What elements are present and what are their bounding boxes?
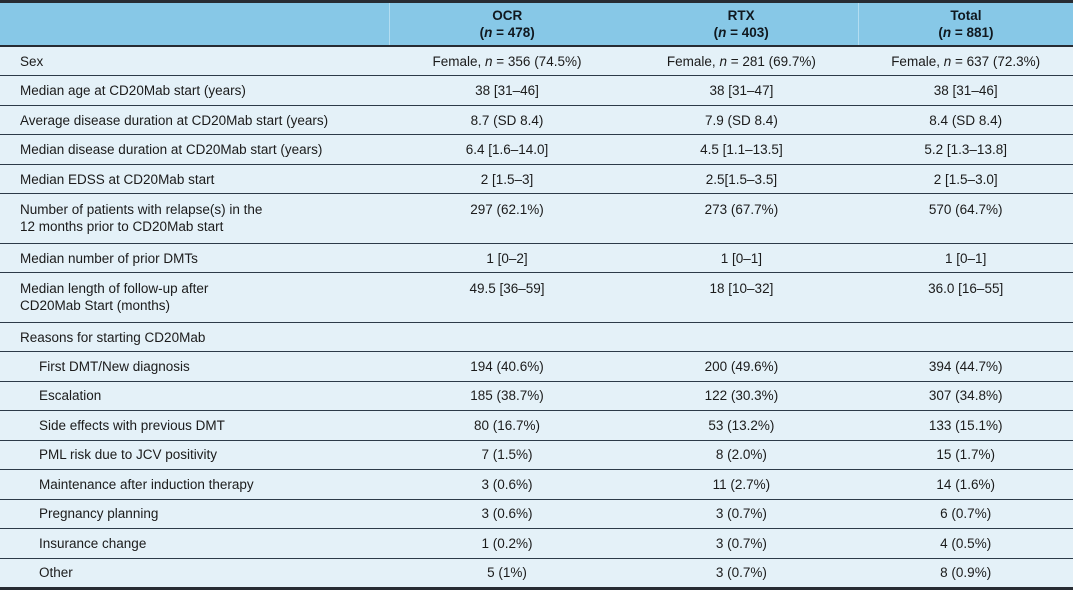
table-row: Sex Female, n = 356 (74.5%) Female, n = 28… — [0, 46, 1073, 76]
cell-value: 194 (40.6%) — [389, 351, 625, 382]
cell-value: 1 [0–2] — [389, 243, 625, 273]
table-row: Escalation 185 (38.7%) 122 (30.3%) 307 (34.… — [0, 381, 1073, 411]
cell-value: 8 (0.9%) — [858, 558, 1073, 587]
cell-value: 38 [31–46] — [858, 75, 1073, 106]
cell-value: 8.7 (SD 8.4) — [389, 105, 625, 135]
table-row: Number of patients with relapse(s) in th… — [0, 193, 1073, 244]
row-label: Maintenance after induction therapy — [0, 469, 390, 500]
table-header-row: OCR (n = 478) RTX (n = 403) Total (n = 8… — [0, 3, 1073, 46]
cell-value: 1 (0.2%) — [389, 528, 625, 559]
cell-value: 38 [31–47] — [624, 75, 859, 106]
table-row: Other 5 (1%) 3 (0.7%) 8 (0.9%) — [0, 558, 1073, 587]
column-header-rtx: RTX (n = 403) — [624, 3, 859, 46]
table-row: Side effects with previous DMT 80 (16.7%)… — [0, 410, 1073, 441]
column-name: OCR — [492, 8, 523, 23]
row-label: Other — [0, 558, 390, 587]
cell-value: 394 (44.7%) — [858, 351, 1073, 382]
cell-value: 18 [10–32] — [624, 272, 859, 323]
table-row: PML risk due to JCV positivity 7 (1.5%) 8 … — [0, 440, 1073, 470]
cell-value: 3 (0.6%) — [389, 469, 625, 500]
cell-value — [389, 322, 625, 352]
cell-value: 6.4 [1.6–14.0] — [389, 134, 625, 165]
row-label: Reasons for starting CD20Mab — [0, 322, 390, 352]
column-n-count: (n = 403) — [713, 25, 769, 40]
table-row: Median age at CD20Mab start (years) 38 [3… — [0, 75, 1073, 106]
section-header-row: Reasons for starting CD20Mab — [0, 322, 1073, 352]
table-row: Insurance change 1 (0.2%) 3 (0.7%) 4 (0.5%) — [0, 528, 1073, 559]
cell-value: 273 (67.7%) — [624, 193, 859, 244]
cell-value: 15 (1.7%) — [858, 440, 1073, 470]
row-label: Insurance change — [0, 528, 390, 559]
cell-value: 7.9 (SD 8.4) — [624, 105, 859, 135]
column-n-count: (n = 478) — [479, 25, 535, 40]
cell-value: 6 (0.7%) — [858, 499, 1073, 529]
cell-value: 570 (64.7%) — [858, 193, 1073, 244]
cell-value: 1 [0–1] — [858, 243, 1073, 273]
cell-value: 200 (49.6%) — [624, 351, 859, 382]
table-row: Median length of follow-up after CD20Mab … — [0, 272, 1073, 323]
cell-value: 11 (2.7%) — [624, 469, 859, 500]
cell-value: 7 (1.5%) — [389, 440, 625, 470]
cell-value: 3 (0.6%) — [389, 499, 625, 529]
cell-value: Female, n = 637 (72.3%) — [858, 46, 1073, 76]
cell-value: 14 (1.6%) — [858, 469, 1073, 500]
empty-header-cell — [0, 3, 390, 46]
column-name: RTX — [727, 8, 755, 23]
row-label: Median number of prior DMTs — [0, 243, 390, 273]
cell-value: Female, n = 356 (74.5%) — [389, 46, 625, 76]
cell-value: 2 [1.5–3] — [389, 164, 625, 194]
row-label: Median age at CD20Mab start (years) — [0, 75, 390, 106]
cell-value: 3 (0.7%) — [624, 499, 859, 529]
cell-value: 3 (0.7%) — [624, 528, 859, 559]
row-label: Median length of follow-up after CD20Mab … — [0, 272, 390, 323]
cell-value: 185 (38.7%) — [389, 381, 625, 411]
cell-value: 36.0 [16–55] — [858, 272, 1073, 323]
cell-value: 4.5 [1.1–13.5] — [624, 134, 859, 165]
cell-value: 8.4 (SD 8.4) — [858, 105, 1073, 135]
column-header-ocr: OCR (n = 478) — [388, 3, 625, 46]
row-label: Pregnancy planning — [0, 499, 390, 529]
row-label: Number of patients with relapse(s) in th… — [0, 193, 390, 244]
row-label: Escalation — [0, 381, 390, 411]
cell-value: 3 (0.7%) — [624, 558, 859, 587]
column-header-total: Total (n = 881) — [857, 3, 1073, 46]
cell-value: 1 [0–1] — [624, 243, 859, 273]
table-row: Median number of prior DMTs 1 [0–2] 1 [0–1… — [0, 243, 1073, 273]
row-label: Average disease duration at CD20Mab star… — [0, 105, 390, 135]
cell-value: 5 (1%) — [389, 558, 625, 587]
table-row: Average disease duration at CD20Mab star… — [0, 105, 1073, 135]
table-row: Pregnancy planning 3 (0.6%) 3 (0.7%) 6 (0.7… — [0, 499, 1073, 529]
cell-value: 49.5 [36–59] — [389, 272, 625, 323]
cell-value: 80 (16.7%) — [389, 410, 625, 441]
cell-value: 4 (0.5%) — [858, 528, 1073, 559]
column-n-count: (n = 881) — [938, 25, 994, 40]
table-row: Median disease duration at CD20Mab start… — [0, 134, 1073, 165]
cell-value: Female, n = 281 (69.7%) — [624, 46, 859, 76]
cell-value: 133 (15.1%) — [858, 410, 1073, 441]
cell-value: 5.2 [1.3–13.8] — [858, 134, 1073, 165]
row-label: Sex — [0, 46, 390, 76]
cell-value: 8 (2.0%) — [624, 440, 859, 470]
row-label: PML risk due to JCV positivity — [0, 440, 390, 470]
cell-value: 297 (62.1%) — [389, 193, 625, 244]
cell-value: 2.5[1.5–3.5] — [624, 164, 859, 194]
cell-value: 307 (34.8%) — [858, 381, 1073, 411]
row-label: Median EDSS at CD20Mab start — [0, 164, 390, 194]
cell-value: 2 [1.5–3.0] — [858, 164, 1073, 194]
cell-value: 38 [31–46] — [389, 75, 625, 106]
row-label: Median disease duration at CD20Mab start… — [0, 134, 390, 165]
cell-value — [624, 322, 859, 352]
row-label: Side effects with previous DMT — [0, 410, 390, 441]
table-row: First DMT/New diagnosis 194 (40.6%) 200 (4… — [0, 351, 1073, 382]
cell-value — [858, 322, 1073, 352]
table-row: Median EDSS at CD20Mab start 2 [1.5–3] 2.5… — [0, 164, 1073, 194]
cell-value: 122 (30.3%) — [624, 381, 859, 411]
cell-value: 53 (13.2%) — [624, 410, 859, 441]
data-table: OCR (n = 478) RTX (n = 403) Total (n = 8… — [0, 3, 1073, 587]
table-row: Maintenance after induction therapy 3 (0.… — [0, 469, 1073, 500]
column-name: Total — [950, 8, 982, 23]
row-label: First DMT/New diagnosis — [0, 351, 390, 382]
